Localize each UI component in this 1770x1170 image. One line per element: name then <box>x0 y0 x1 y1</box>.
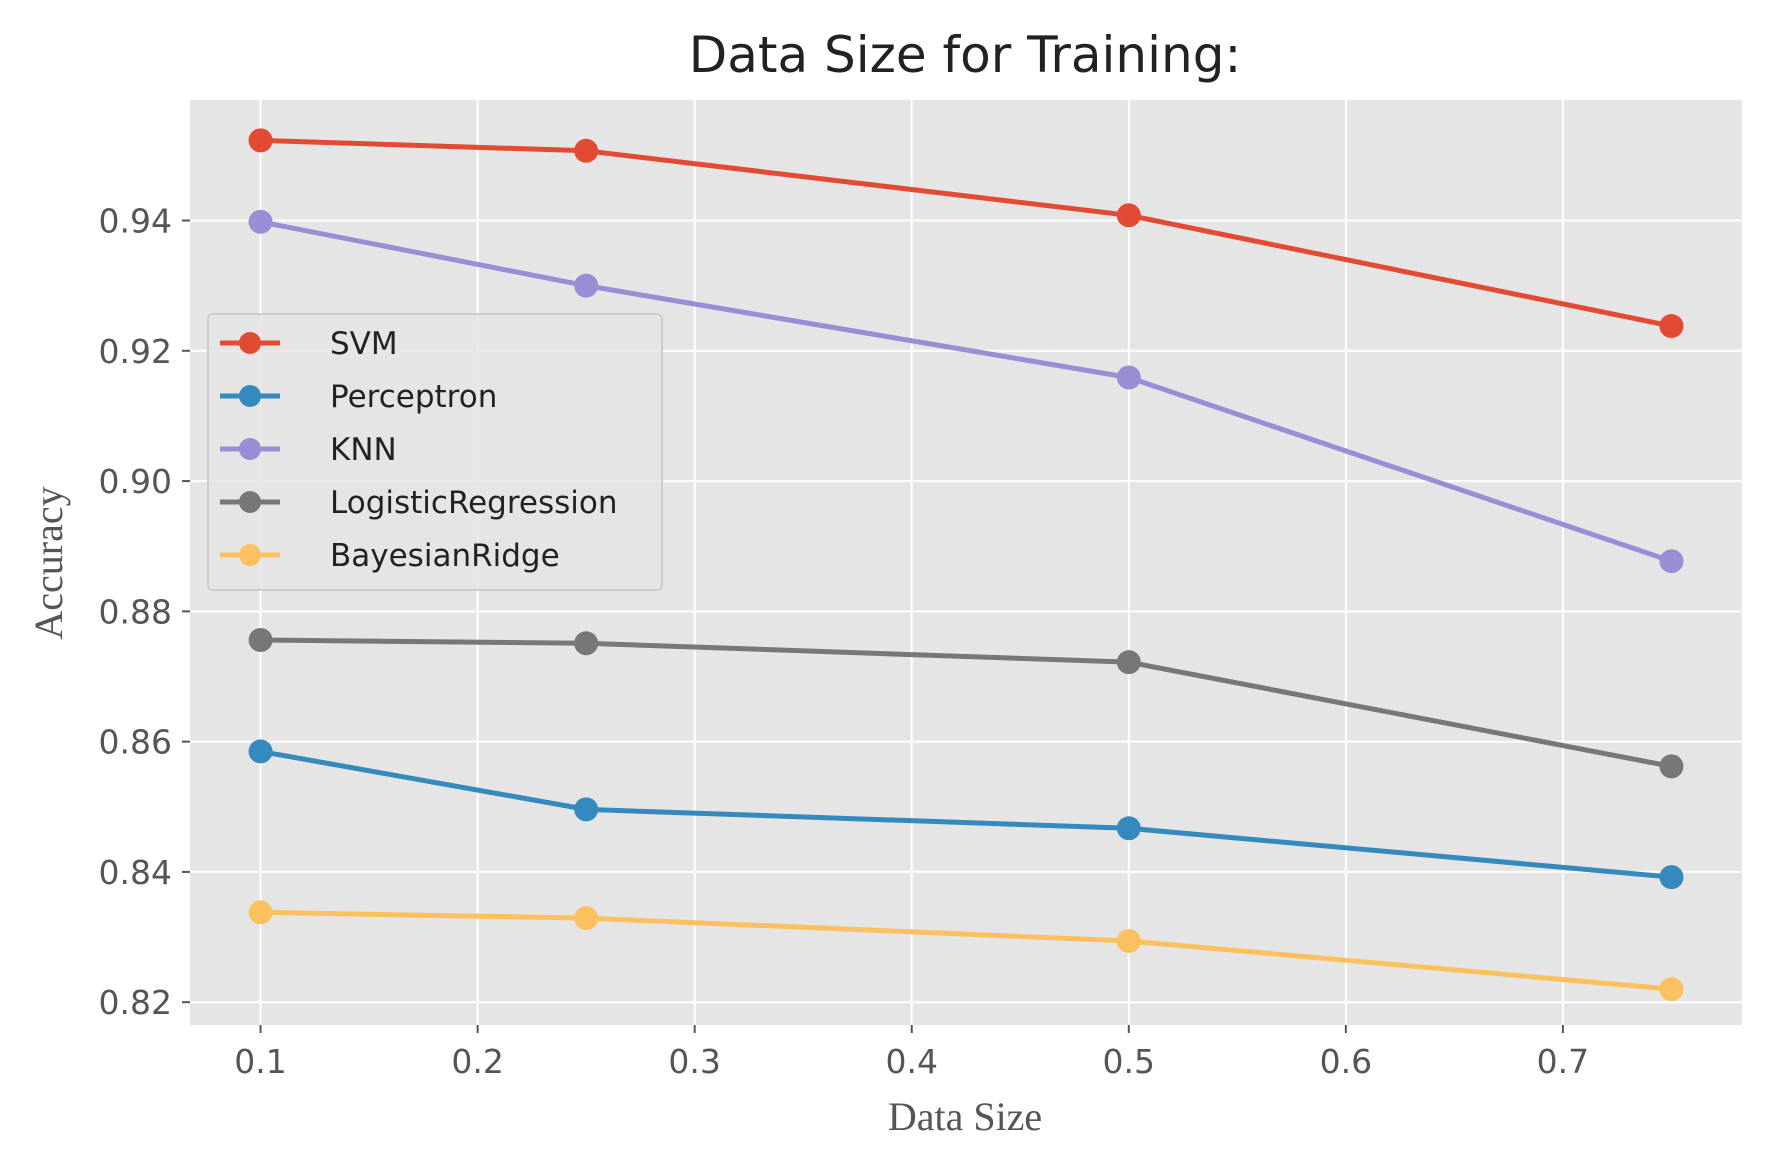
data-point <box>248 739 273 764</box>
legend-label: LogisticRegression <box>330 485 618 521</box>
y-tick-label: 0.94 <box>99 202 172 241</box>
y-tick-label: 0.82 <box>99 983 172 1022</box>
data-point <box>1659 314 1684 339</box>
legend-item: KNN <box>220 432 397 468</box>
series-group <box>248 128 1684 1002</box>
data-point <box>1659 754 1684 779</box>
data-point <box>574 138 599 163</box>
legend-item: LogisticRegression <box>220 485 618 521</box>
data-point <box>574 797 599 822</box>
x-tick-label: 0.1 <box>234 1042 286 1081</box>
legend-marker <box>239 385 261 407</box>
series-line <box>260 748 1672 880</box>
legend-item: BayesianRidge <box>220 538 560 574</box>
legend-label: KNN <box>330 432 397 468</box>
data-point <box>248 628 273 653</box>
y-tick-label: 0.90 <box>99 462 172 501</box>
legend-marker <box>239 438 261 460</box>
x-axis-ticks: 0.1 0.2 0.3 0.4 0.5 0.6 0.7 <box>234 1025 1589 1081</box>
legend-marker <box>239 544 261 566</box>
x-tick-label: 0.5 <box>1103 1042 1155 1081</box>
chart-title: Data Size for Training: <box>689 26 1242 84</box>
series-bayesianridge <box>248 900 1684 1002</box>
series-line <box>260 637 1672 769</box>
legend-label: SVM <box>330 326 398 362</box>
x-tick-label: 0.2 <box>451 1042 503 1081</box>
x-tick-label: 0.4 <box>885 1042 937 1081</box>
legend-marker <box>239 332 261 354</box>
y-axis-label: Accuracy <box>26 486 71 639</box>
x-tick-label: 0.7 <box>1537 1042 1589 1081</box>
series-perceptron <box>248 739 1684 890</box>
series-line <box>260 137 1672 329</box>
legend-item: SVM <box>220 326 398 362</box>
y-axis-ticks: 0.82 0.84 0.86 0.88 0.90 0.92 0.94 <box>99 202 190 1022</box>
legend-marker <box>239 491 261 513</box>
data-point <box>248 900 273 925</box>
legend: SVM Perceptron KNN LogisticRegression Bayesi… <box>207 313 663 591</box>
series-line <box>260 219 1673 564</box>
data-point <box>1116 650 1141 675</box>
y-tick-label: 0.88 <box>99 592 172 631</box>
series-svm <box>248 128 1684 339</box>
y-tick-label: 0.86 <box>99 723 172 762</box>
data-point <box>248 209 273 234</box>
data-point <box>1116 816 1141 841</box>
data-point <box>574 273 599 298</box>
data-point <box>1659 865 1684 890</box>
legend-box <box>207 313 663 591</box>
legend-item: Perceptron <box>220 379 497 415</box>
data-point <box>1116 365 1141 390</box>
x-tick-label: 0.3 <box>668 1042 720 1081</box>
data-point <box>1116 928 1141 953</box>
data-point <box>1659 549 1684 574</box>
series-line <box>260 909 1672 992</box>
y-tick-label: 0.84 <box>99 853 172 892</box>
data-point <box>574 906 599 931</box>
legend-label: Perceptron <box>330 379 497 415</box>
x-tick-label: 0.6 <box>1320 1042 1372 1081</box>
data-point <box>1116 203 1141 228</box>
data-point <box>248 128 273 153</box>
data-point <box>1659 977 1684 1002</box>
series-knn <box>248 209 1684 574</box>
data-point <box>574 631 599 656</box>
x-axis-label: Data Size <box>888 1094 1042 1139</box>
series-logisticregression <box>248 628 1684 779</box>
grid-lines <box>190 100 1742 1025</box>
y-tick-label: 0.92 <box>99 332 172 371</box>
legend-label: BayesianRidge <box>330 538 560 574</box>
